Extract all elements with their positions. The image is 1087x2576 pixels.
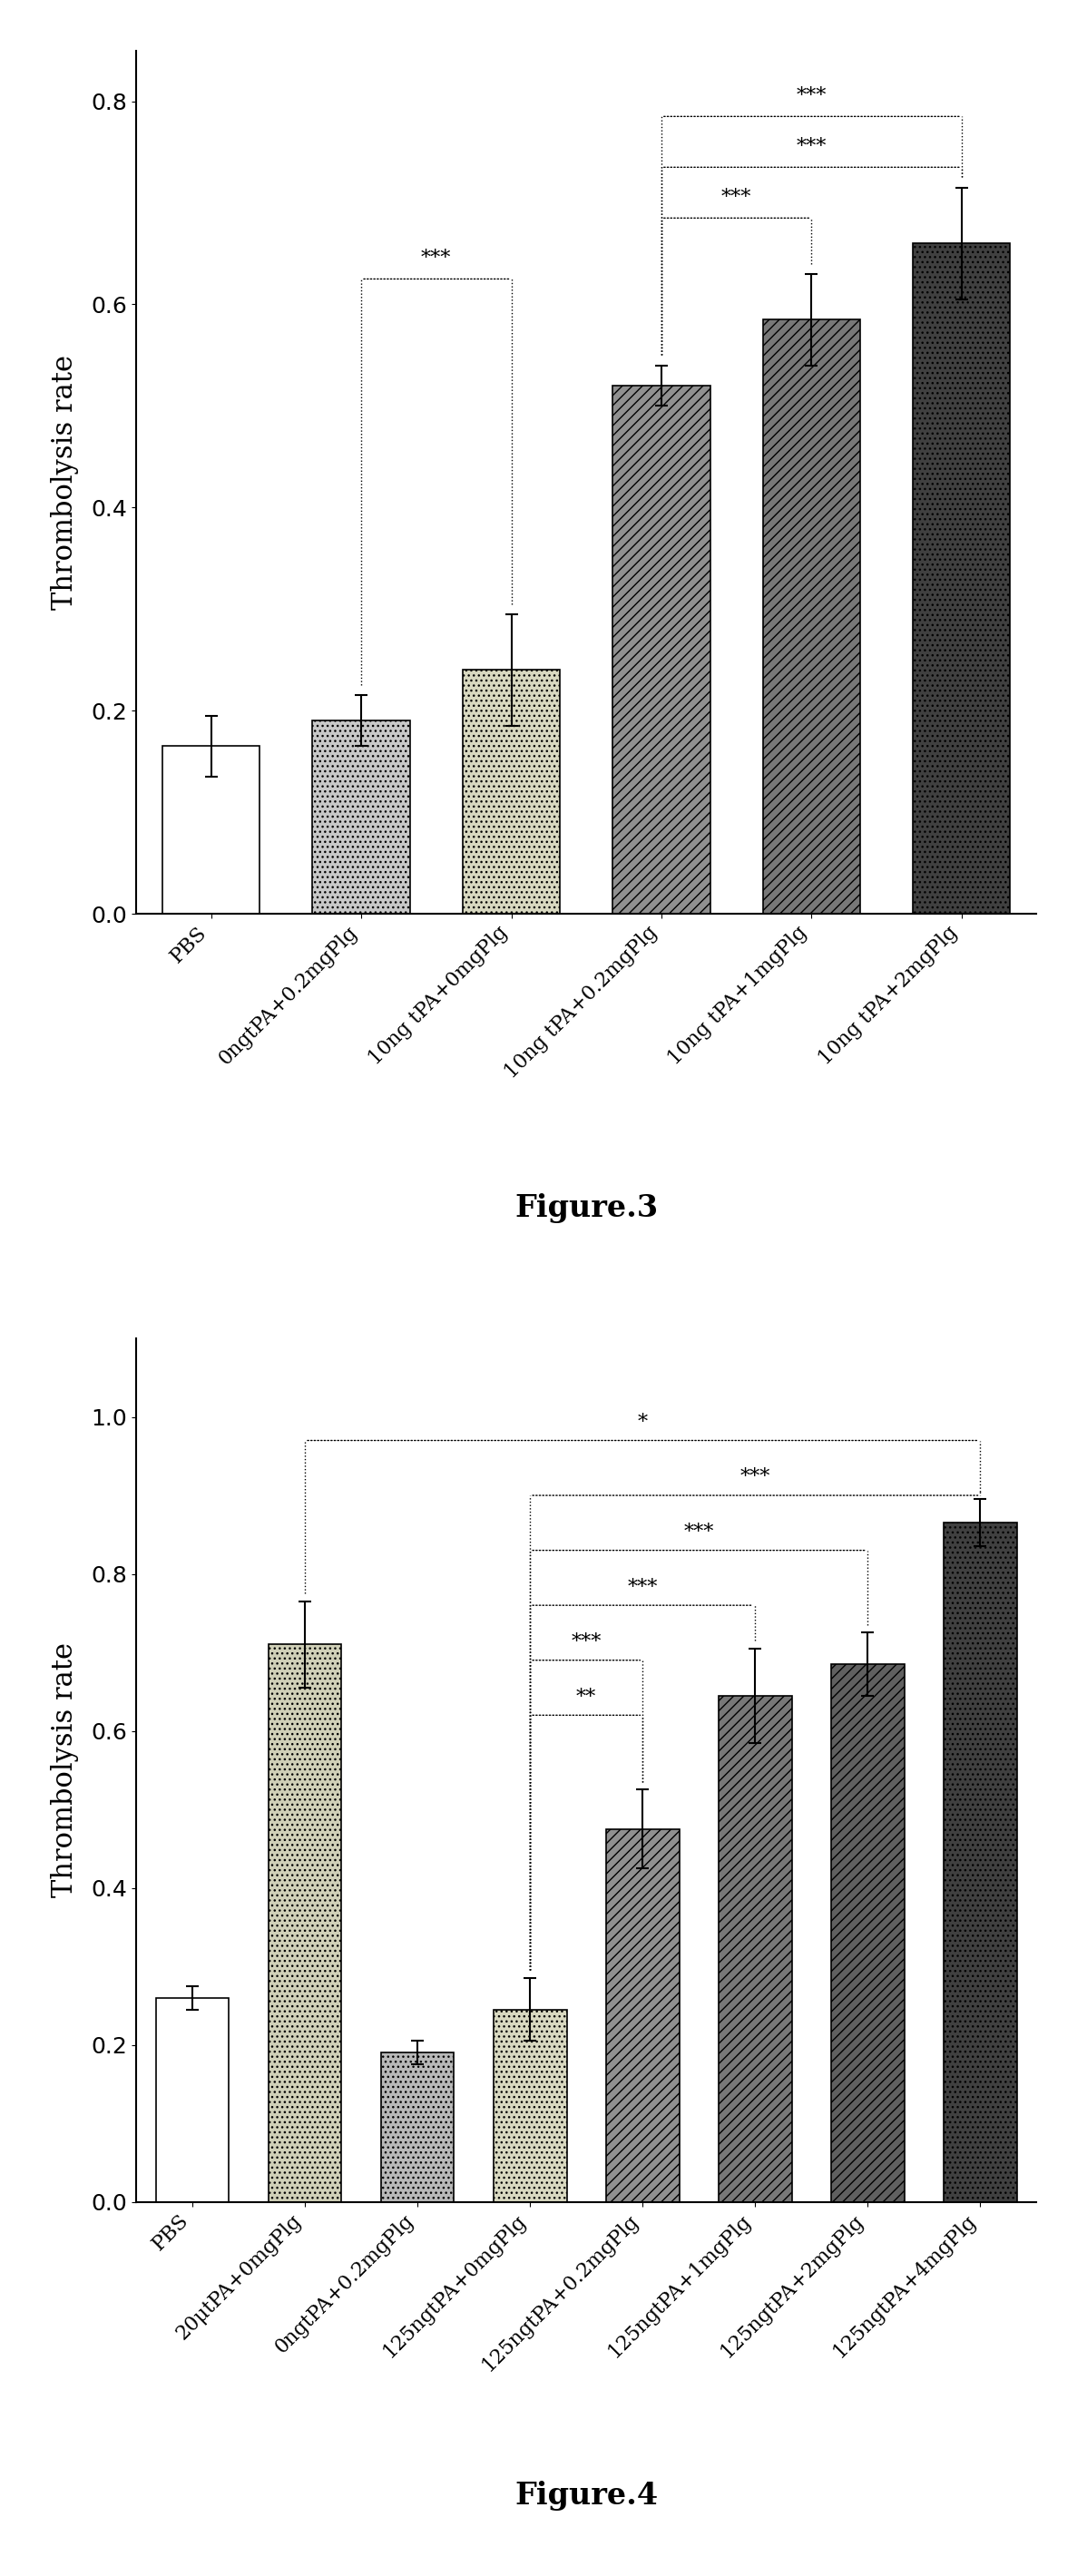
Bar	[268, 1643, 341, 2202]
Bar	[613, 386, 710, 914]
Text: ***: ***	[797, 137, 826, 157]
Text: ***: ***	[572, 1633, 601, 1651]
Bar	[463, 670, 560, 914]
Text: ***: ***	[421, 250, 451, 268]
Text: **: **	[576, 1687, 597, 1708]
Title: Figure.3: Figure.3	[514, 1193, 658, 1224]
Text: ***: ***	[722, 188, 751, 209]
Bar	[493, 2009, 566, 2202]
Bar	[832, 1664, 904, 2202]
Bar	[380, 2053, 454, 2202]
Bar	[944, 1522, 1017, 2202]
Bar	[913, 242, 1010, 914]
Bar	[162, 747, 260, 914]
Bar	[607, 1829, 679, 2202]
Text: *: *	[638, 1412, 648, 1432]
Text: ***: ***	[740, 1468, 771, 1486]
Text: ***: ***	[684, 1522, 714, 1543]
Y-axis label: Thrombolysis rate: Thrombolysis rate	[50, 1643, 78, 1899]
Text: ***: ***	[797, 88, 826, 106]
Bar	[155, 1999, 229, 2202]
Bar	[312, 721, 410, 914]
Text: ***: ***	[627, 1577, 658, 1597]
Bar	[719, 1695, 791, 2202]
Title: Figure.4: Figure.4	[514, 2481, 658, 2512]
Bar	[763, 319, 860, 914]
Y-axis label: Thrombolysis rate: Thrombolysis rate	[50, 355, 78, 611]
